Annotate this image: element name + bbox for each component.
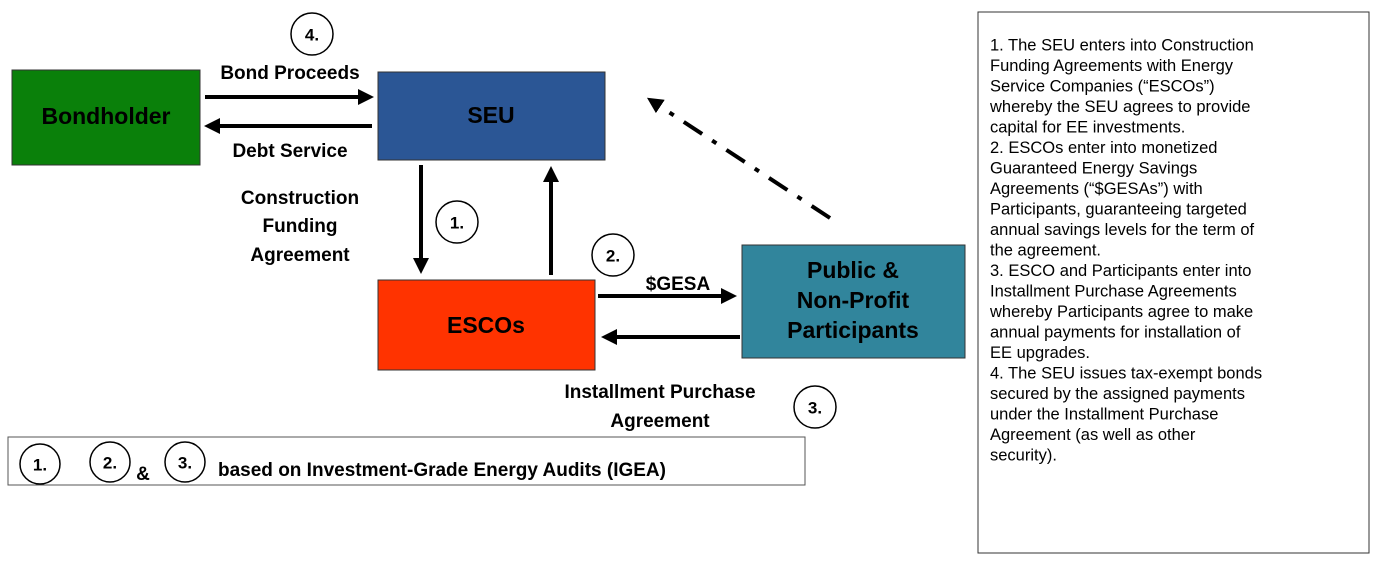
notes-box	[977, 11, 1370, 554]
edge-label: Funding	[263, 216, 338, 237]
note-line: capital for EE investments.	[990, 118, 1185, 136]
escos-box	[377, 279, 596, 371]
step-label: 1.	[450, 213, 464, 232]
step-label: 2.	[103, 453, 117, 472]
note-line: whereby the SEU agrees to provide	[989, 98, 1250, 116]
step-label: 3.	[178, 453, 192, 472]
dashed-arrow	[646, 97, 832, 220]
step-label: 4.	[305, 25, 319, 44]
note-line: 1. The SEU enters into Construction	[990, 36, 1254, 54]
note-line: Funding Agreements with Energy	[990, 57, 1234, 75]
note-line: Participants, guaranteeing targeted	[990, 200, 1247, 218]
step-circle	[435, 200, 479, 244]
step-circle	[290, 12, 334, 56]
bondholder-box	[11, 69, 201, 166]
footer-box	[7, 436, 806, 486]
step-label: 3.	[808, 398, 822, 417]
edge-label: Debt Service	[232, 141, 347, 162]
note-line: whereby Participants agree to make	[989, 303, 1253, 321]
edge-label: Installment Purchase	[564, 382, 755, 403]
footer-text: based on Investment-Grade Energy Audits …	[218, 460, 666, 481]
step-circle	[164, 441, 206, 483]
note-line: secured by the assigned payments	[990, 385, 1245, 403]
notes: 1. The SEU enters into Construction Fundi…	[989, 36, 1262, 464]
step-circle	[89, 441, 131, 483]
node-label: ESCOs	[447, 312, 525, 338]
note-line: annual payments for installation of	[990, 323, 1241, 341]
node-label: Public &	[807, 257, 899, 283]
note-line: under the Installment Purchase	[990, 405, 1218, 423]
note-line: Installment Purchase Agreements	[990, 282, 1237, 300]
note-line: the agreement.	[990, 241, 1101, 259]
note-line: 3. ESCO and Participants enter into	[990, 262, 1251, 280]
node-label: Bondholder	[41, 103, 170, 129]
step-label: 2.	[606, 246, 620, 265]
note-line: 4. The SEU issues tax-exempt bonds	[990, 364, 1262, 382]
edge-label: Construction	[241, 188, 359, 209]
note-line: annual savings levels for the term of	[990, 221, 1255, 239]
step-circle	[591, 233, 635, 277]
note-line: EE upgrades.	[990, 344, 1090, 362]
node-label: Participants	[787, 317, 919, 343]
step-circle	[793, 385, 837, 429]
seu-box	[377, 71, 606, 161]
edge-label: Agreement	[250, 245, 350, 266]
footer-and: &	[136, 464, 150, 485]
edge-label: Agreement	[610, 411, 710, 432]
edge-label: $GESA	[646, 274, 711, 295]
note-line: Agreement (as well as other	[990, 426, 1196, 444]
step-label: 1.	[33, 455, 47, 474]
note-line: Guaranteed Energy Savings	[990, 159, 1197, 177]
step-circle	[19, 443, 61, 485]
participants-box	[741, 244, 966, 359]
note-line: Service Companies (“ESCOs”)	[990, 77, 1215, 95]
node-label: Non-Profit	[797, 287, 910, 313]
node-label: SEU	[467, 102, 514, 128]
note-line: 2. ESCOs enter into monetized	[990, 139, 1217, 157]
note-line: Agreements (“$GESAs”) with	[990, 180, 1203, 198]
note-line: security).	[990, 446, 1057, 464]
edge-label: Bond Proceeds	[220, 63, 359, 84]
